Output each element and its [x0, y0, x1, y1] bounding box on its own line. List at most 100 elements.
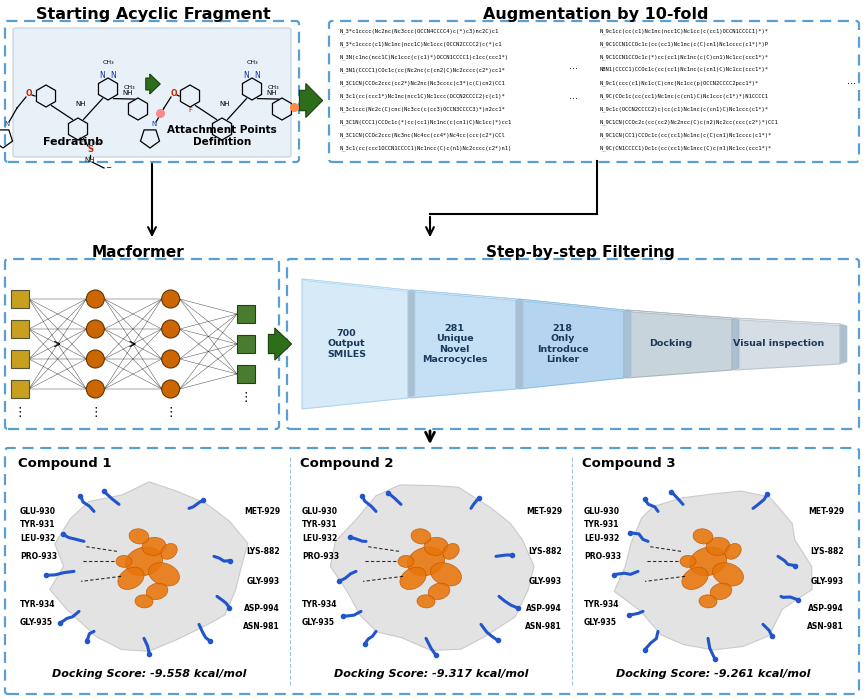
Text: N: N	[151, 121, 156, 127]
FancyBboxPatch shape	[11, 320, 29, 338]
Polygon shape	[614, 491, 812, 650]
Text: LYS-882: LYS-882	[246, 547, 280, 556]
Text: N_3N1(CCCC1)COc1c(cc(Nc2nc(c(cn2)C)Nc2cccc(c2*)cc1*: N_3N1(CCCC1)COc1c(cc(Nc2nc(c(cn2)C)Nc2cc…	[340, 67, 505, 73]
Text: NH: NH	[76, 101, 86, 107]
Text: Compound 1: Compound 1	[18, 457, 111, 470]
Text: LEU-932: LEU-932	[584, 534, 619, 543]
Text: PRO-933: PRO-933	[20, 552, 57, 561]
Ellipse shape	[118, 567, 144, 589]
Text: N_3C1CN(CCOc2ccc(cc2*)Nc2nc(Nc3cccc(c3*)c(C)cn2)CC1: N_3C1CN(CCOc2ccc(cc2*)Nc2nc(Nc3cccc(c3*)…	[340, 80, 505, 85]
Text: GLY-993: GLY-993	[811, 577, 844, 586]
Text: O: O	[26, 89, 32, 99]
Text: 218
Only
Introduce
Linker: 218 Only Introduce Linker	[537, 324, 588, 364]
Text: O: O	[80, 141, 86, 146]
Text: F: F	[188, 107, 192, 113]
Text: GLY-993: GLY-993	[529, 577, 562, 586]
Text: GLY-935: GLY-935	[584, 618, 617, 627]
Text: Compound 3: Compound 3	[582, 457, 676, 470]
Text: MET-929: MET-929	[526, 507, 562, 516]
Text: O: O	[171, 89, 177, 99]
Ellipse shape	[424, 538, 448, 556]
Text: N_9C1CN(CC1)CCOc1c(cc(cc1)Nc1nc(c(C)cn1)Nc1cccc(c1*)*: N_9C1CN(CC1)CCOc1c(cc(cc1)Nc1nc(c(C)cn1)…	[600, 132, 772, 138]
Text: N_9c1(ccc(c1)Nc1c(C)cnc(Nc1cc(p(OCCN2CCCC2pcc1*)*: N_9c1(ccc(c1)Nc1c(C)cnc(Nc1cc(p(OCCN2CCC…	[600, 80, 759, 85]
Text: CH₃: CH₃	[246, 60, 257, 65]
Circle shape	[86, 380, 105, 398]
Text: LEU-932: LEU-932	[302, 534, 337, 543]
Text: ─: ─	[106, 165, 111, 171]
FancyBboxPatch shape	[237, 365, 255, 383]
Polygon shape	[518, 299, 624, 389]
Polygon shape	[410, 290, 523, 301]
Text: CH₃: CH₃	[124, 85, 136, 90]
Ellipse shape	[400, 567, 426, 589]
Polygon shape	[840, 324, 847, 364]
FancyBboxPatch shape	[11, 290, 29, 308]
Text: N: N	[244, 71, 250, 80]
Ellipse shape	[146, 583, 168, 600]
Text: N_9c1cc(cc(c1)Nc1nc(ncc1C)Nc1cc(c(cc1)OCCN1CCCC1)*)*: N_9c1cc(cc(c1)Nc1nc(ncc1C)Nc1cc(c(cc1)OC…	[600, 28, 769, 34]
Ellipse shape	[430, 563, 461, 586]
Circle shape	[162, 290, 180, 308]
Polygon shape	[734, 318, 847, 326]
Polygon shape	[516, 299, 523, 389]
Ellipse shape	[680, 556, 696, 568]
Text: LYS-882: LYS-882	[810, 547, 844, 556]
Text: NH: NH	[219, 101, 230, 107]
Text: ASP-994: ASP-994	[245, 604, 280, 613]
Text: LEU-932: LEU-932	[20, 534, 55, 543]
Text: N_3*c1cccc(c1)Nc1nc(ncc1C)Nc1ccc(OCCN2CCCC2)c(*)c1: N_3*c1cccc(c1)Nc1nc(ncc1C)Nc1ccc(OCCN2CC…	[340, 41, 503, 47]
Text: N: N	[255, 71, 260, 80]
Ellipse shape	[398, 556, 414, 568]
Polygon shape	[302, 279, 408, 409]
Circle shape	[162, 350, 180, 368]
Text: GLU-930: GLU-930	[584, 507, 620, 516]
FancyBboxPatch shape	[11, 380, 29, 398]
FancyBboxPatch shape	[237, 305, 255, 323]
Ellipse shape	[407, 547, 445, 576]
Text: N_3C1N(CCC1)CCOc1c(*)cc(cc1)Nc1nc(c(cn1)C)Nc1cc(*)cc1: N_3C1N(CCC1)CCOc1c(*)cc(cc1)Nc1nc(c(cn1)…	[340, 119, 512, 124]
Ellipse shape	[149, 563, 180, 586]
Polygon shape	[410, 290, 516, 398]
Ellipse shape	[125, 547, 162, 576]
Text: Augmentation by 10-fold: Augmentation by 10-fold	[483, 7, 708, 22]
Text: N_9C(CN1CCCC1)Oc1c(cc(cc1)Nc1ncc(C)c(n1)Nc1cc(ccc1*)*: N_9C(CN1CCCC1)Oc1c(cc(cc1)Nc1ncc(C)c(n1)…	[600, 145, 772, 150]
Polygon shape	[624, 310, 631, 378]
Text: Visual inspection: Visual inspection	[733, 340, 824, 349]
Ellipse shape	[699, 595, 717, 608]
Polygon shape	[408, 290, 415, 398]
Text: TYR-931: TYR-931	[20, 520, 55, 529]
Text: N_3N(c1nc(ncc1C)Nc1ccc(c(c1)*)OCCN1CCCC1)c1cc(ccc1*): N_3N(c1nc(ncc1C)Nc1ccc(c(c1)*)OCCN1CCCC1…	[340, 54, 509, 59]
Polygon shape	[626, 310, 739, 320]
Polygon shape	[269, 328, 292, 360]
Text: N8N1(CCCC1)CCOc1c(cc(cc1)Nc1nc(c(cn1)C)Nc1cc(ccc1*)*: N8N1(CCCC1)CCOc1c(cc(cc1)Nc1nc(c(cn1)C)N…	[600, 67, 769, 72]
Text: GLY-935: GLY-935	[20, 618, 53, 627]
Text: GLU-930: GLU-930	[302, 507, 338, 516]
Text: GLY-993: GLY-993	[247, 577, 280, 586]
Text: ASN-981: ASN-981	[525, 622, 562, 631]
Text: PRO-933: PRO-933	[302, 552, 340, 561]
Polygon shape	[50, 482, 248, 651]
Text: TYR-931: TYR-931	[302, 520, 338, 529]
Text: Macformer: Macformer	[92, 245, 184, 260]
Text: NH: NH	[267, 90, 277, 96]
Text: ⋮: ⋮	[14, 406, 26, 419]
Text: ASN-981: ASN-981	[807, 622, 844, 631]
Polygon shape	[300, 83, 322, 117]
FancyBboxPatch shape	[237, 335, 255, 353]
Text: ⋮: ⋮	[89, 406, 102, 419]
Text: O: O	[94, 141, 99, 146]
Polygon shape	[302, 279, 415, 292]
Text: NH: NH	[123, 90, 133, 96]
Text: N_9C1CCN1CCOc1c(*)cc(cc1)Nc1nc(c(C)cn1)Nc1cc(ccc1*)*: N_9C1CCN1CCOc1c(*)cc(cc1)Nc1nc(c(C)cn1)N…	[600, 54, 769, 59]
Text: TYR-931: TYR-931	[584, 520, 619, 529]
Text: N: N	[99, 71, 105, 80]
Text: Docking Score: -9.261 kcal/mol: Docking Score: -9.261 kcal/mol	[616, 669, 810, 679]
Ellipse shape	[129, 528, 149, 544]
Text: Starting Acyclic Fragment: Starting Acyclic Fragment	[35, 7, 270, 22]
Text: MET-929: MET-929	[808, 507, 844, 516]
Text: N_3c1(cc(ccc1OCCN1CCCC1)Nc1ncc(C)c(n1)Nc2cccc(c2*)n1): N_3c1(cc(ccc1OCCN1CCCC1)Nc1ncc(C)c(n1)Nc…	[340, 145, 512, 150]
Ellipse shape	[135, 595, 153, 608]
Ellipse shape	[706, 538, 730, 556]
Text: ...: ...	[569, 91, 577, 101]
Text: N_3C1CN(CCOc2ccc(Nc3nc(Nc4cc(cc4*)Nc4cc(ccc(c2*)CCl: N_3C1CN(CCOc2ccc(Nc3nc(Nc4cc(cc4*)Nc4cc(…	[340, 132, 505, 138]
